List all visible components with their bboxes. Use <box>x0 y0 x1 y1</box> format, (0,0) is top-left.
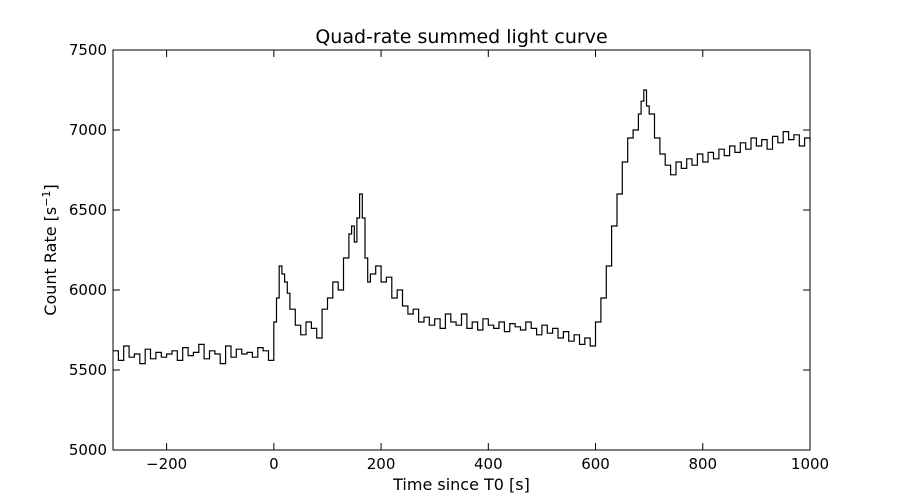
y-axis-label: Count Rate [s−1] <box>40 184 60 315</box>
y-tick-label: 6000 <box>69 281 107 299</box>
x-tick-label: 800 <box>688 455 717 473</box>
y-axis-label-main: Count Rate [s <box>41 207 60 316</box>
y-tick-label: 5500 <box>69 361 107 379</box>
x-tick-label: 1000 <box>791 455 829 473</box>
ticks-layer: −200 0 200 400 600 800 1000 5000 5500 6000 6500 700… <box>69 41 829 473</box>
series-layer <box>113 89 811 365</box>
y-axis-label-bracket: ] <box>41 184 60 190</box>
x-axis-label: Time since T0 [s] <box>392 475 530 494</box>
x-tick-label: 600 <box>581 455 610 473</box>
y-tick-label: 6500 <box>69 201 107 219</box>
y-tick-label: 7500 <box>69 41 107 59</box>
y-tick-label: 7000 <box>69 121 107 139</box>
chart-title: Quad-rate summed light curve <box>315 26 607 48</box>
y-axis-label-superscript: −1 <box>40 191 53 207</box>
x-tick-label: 0 <box>269 455 279 473</box>
series-line-0 <box>113 89 811 365</box>
plot-frame <box>112 49 811 451</box>
y-tick-label: 5000 <box>69 441 107 459</box>
x-tick-label: −200 <box>146 455 187 473</box>
x-tick-label: 400 <box>474 455 503 473</box>
x-tick-label: 200 <box>367 455 396 473</box>
